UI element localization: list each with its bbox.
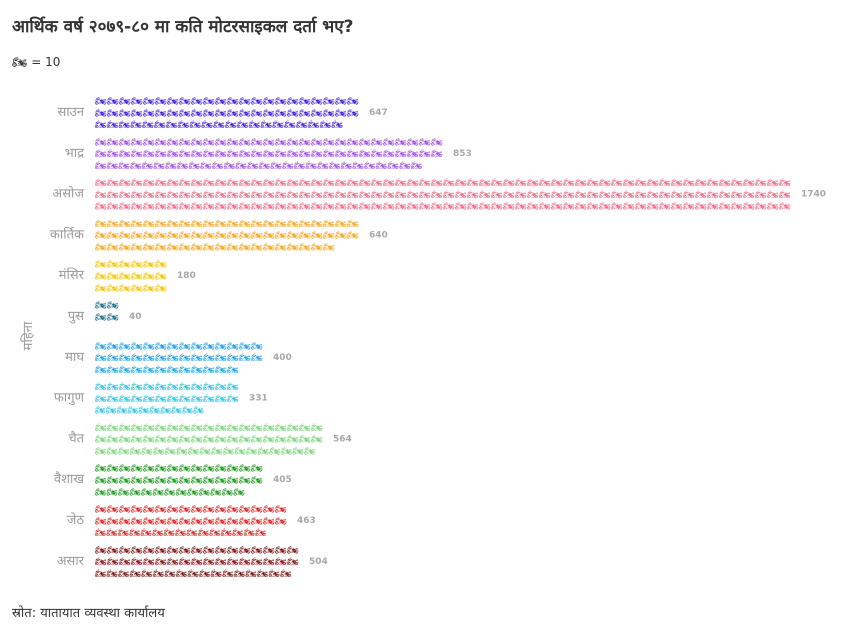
motorcycle-icon: 🏍 xyxy=(12,55,28,69)
icon-row: 🏍🏍🏍🏍🏍🏍🏍🏍🏍🏍🏍🏍🏍🏍🏍🏍🏍🏍🏍🏍🏍🏍 xyxy=(95,231,360,241)
icon-row: 🏍🏍🏍🏍🏍🏍🏍🏍🏍🏍🏍🏍🏍🏍🏍🏍 xyxy=(95,517,288,527)
icon-row: 🏍🏍🏍🏍🏍🏍🏍🏍🏍🏍🏍🏍 xyxy=(95,394,240,404)
icon-row: 🏍🏍🏍🏍🏍🏍🏍🏍🏍🏍🏍🏍 xyxy=(95,365,240,375)
value-label: 504 xyxy=(309,557,328,567)
icon-row: 🏍🏍🏍🏍🏍🏍🏍🏍🏍🏍🏍🏍🏍🏍 xyxy=(95,354,264,364)
icon-row: 🏍🏍🏍🏍🏍🏍🏍🏍🏍🏍🏍🏍🏍🏍 xyxy=(95,476,264,486)
icon-row: 🏍🏍🏍🏍🏍🏍 xyxy=(95,272,168,282)
bar-row: जेठ🏍🏍🏍🏍🏍🏍🏍🏍🏍🏍🏍🏍🏍🏍🏍🏍🏍🏍🏍🏍🏍🏍🏍🏍🏍🏍🏍🏍🏍🏍🏍🏍🏍🏍🏍🏍🏍… xyxy=(67,505,316,539)
bar-row: चैत 🏍🏍🏍🏍🏍🏍🏍🏍🏍🏍🏍🏍🏍🏍🏍🏍🏍🏍🏍 🏍🏍🏍🏍🏍🏍🏍🏍🏍🏍🏍🏍🏍🏍🏍🏍🏍🏍… xyxy=(68,423,351,457)
icon-row: 🏍🏍🏍🏍🏍🏍🏍🏍🏍🏍🏍🏍🏍🏍🏍🏍🏍🏍🏍🏍🏍🏍 xyxy=(95,219,360,229)
icon-row: 🏍🏍🏍🏍🏍🏍🏍🏍🏍🏍🏍🏍🏍🏍🏍🏍🏍🏍🏍🏍🏍 xyxy=(95,121,344,131)
value-label: 40 xyxy=(129,312,142,322)
icon-row: 🏍🏍🏍🏍🏍🏍🏍🏍🏍🏍🏍🏍🏍🏍🏍🏍🏍🏍🏍🏍🏍🏍🏍🏍🏍🏍🏍🏍🏍🏍🏍🏍🏍🏍🏍🏍🏍🏍🏍🏍… xyxy=(95,190,792,200)
chart-title: आर्थिक वर्ष २०७९-८० मा कति मोटरसाइकल दर्… xyxy=(12,17,354,37)
bar-row: वैशाख🏍🏍🏍🏍🏍🏍🏍🏍🏍🏍🏍🏍🏍🏍🏍🏍🏍🏍🏍🏍🏍🏍🏍🏍🏍🏍🏍🏍🏍🏍🏍🏍🏍🏍🏍… xyxy=(54,464,292,498)
value-label: 1740 xyxy=(801,190,826,200)
value-label: 564 xyxy=(333,434,352,444)
category-label: वैशाख xyxy=(54,471,84,487)
category-label: माघ xyxy=(65,350,84,365)
icon-row: 🏍🏍🏍🏍🏍🏍🏍🏍🏍🏍🏍🏍🏍🏍🏍🏍🏍 xyxy=(95,569,292,579)
icon-row: 🏍🏍🏍🏍🏍🏍🏍🏍🏍🏍🏍🏍🏍🏍🏍🏍🏍🏍🏍 xyxy=(95,435,324,445)
legend-text: = 10 xyxy=(31,55,61,69)
y-axis-label: महिना xyxy=(20,321,36,350)
category-label: कार्तिक xyxy=(50,226,85,242)
icon-row: 🏍🏍 xyxy=(95,313,120,323)
category-label: चैत xyxy=(68,430,84,446)
icon-row: 🏍🏍🏍🏍🏍🏍🏍🏍🏍🏍🏍🏍🏍🏍🏍🏍🏍 xyxy=(95,558,300,568)
value-label: 640 xyxy=(369,230,388,240)
icon-row: 🏍🏍🏍🏍🏍🏍🏍🏍🏍🏍🏍🏍🏍🏍 xyxy=(95,342,264,352)
category-label: पुस xyxy=(68,309,84,324)
category-label: साउन xyxy=(58,105,85,120)
category-label: मंसिर xyxy=(59,267,85,283)
icon-row: 🏍🏍 xyxy=(95,301,120,311)
icon-row: 🏍🏍🏍🏍🏍🏍🏍🏍🏍🏍🏍🏍🏍🏍🏍🏍🏍🏍🏍🏍🏍🏍 xyxy=(95,97,360,107)
value-label: 400 xyxy=(273,353,292,363)
icon-row: 🏍🏍🏍🏍🏍🏍🏍🏍🏍🏍🏍🏍🏍🏍🏍🏍🏍🏍🏍🏍🏍🏍🏍🏍🏍🏍🏍🏍🏍 xyxy=(95,150,444,160)
bar-row: असार🏍🏍🏍🏍🏍🏍🏍🏍🏍🏍🏍🏍🏍🏍🏍🏍🏍🏍🏍🏍🏍🏍🏍🏍🏍🏍🏍🏍🏍🏍🏍🏍🏍🏍🏍🏍… xyxy=(57,546,328,580)
value-label: 463 xyxy=(297,516,316,526)
icon-row: 🏍🏍🏍🏍🏍🏍🏍🏍🏍🏍🏍🏍🏍🏍🏍🏍🏍🏍🏍🏍🏍🏍🏍🏍🏍🏍🏍🏍🏍🏍🏍🏍🏍🏍🏍🏍🏍🏍🏍🏍… xyxy=(95,179,792,189)
bar-row: साउन🏍🏍🏍🏍🏍🏍🏍🏍🏍🏍🏍🏍🏍🏍🏍🏍🏍🏍🏍🏍🏍🏍🏍🏍🏍🏍🏍🏍🏍🏍🏍🏍🏍🏍🏍🏍… xyxy=(58,97,388,131)
bar-row: मंसिर 🏍🏍🏍🏍🏍🏍 🏍🏍🏍🏍🏍🏍 🏍🏍🏍🏍🏍🏍 180 xyxy=(59,260,196,294)
icon-row: 🏍🏍🏍🏍🏍🏍🏍🏍🏍🏍 xyxy=(95,406,205,416)
bar-row: फागुण🏍🏍🏍🏍🏍🏍🏍🏍🏍🏍🏍🏍🏍🏍🏍🏍🏍🏍🏍🏍🏍🏍🏍🏍🏍🏍🏍🏍🏍🏍🏍🏍🏍🏍3… xyxy=(54,383,268,417)
icon-row: 🏍🏍🏍🏍🏍🏍🏍🏍🏍🏍🏍🏍🏍🏍🏍🏍🏍🏍🏍🏍🏍🏍🏍🏍🏍🏍🏍🏍 xyxy=(95,161,423,171)
category-label: जेठ xyxy=(67,512,85,528)
category-label: भाद्र xyxy=(65,146,86,161)
legend: 🏍 = 10 xyxy=(12,55,60,69)
source-note: स्रोत: यातायात व्यवस्था कार्यालय xyxy=(12,606,165,621)
icon-row: 🏍🏍🏍🏍🏍🏍🏍🏍🏍🏍🏍🏍🏍🏍🏍🏍🏍🏍🏍 xyxy=(95,423,324,433)
bar-row: भाद्र🏍🏍🏍🏍🏍🏍🏍🏍🏍🏍🏍🏍🏍🏍🏍🏍🏍🏍🏍🏍🏍🏍🏍🏍🏍🏍🏍🏍🏍🏍🏍🏍🏍🏍🏍… xyxy=(65,138,472,172)
category-label: असोज xyxy=(52,186,84,202)
icon-row: 🏍🏍🏍🏍🏍🏍🏍🏍🏍🏍🏍🏍🏍🏍🏍🏍🏍🏍🏍🏍 xyxy=(95,243,336,253)
bar-row: पुस 🏍🏍 🏍🏍 40 xyxy=(68,301,142,324)
value-label: 853 xyxy=(453,149,472,159)
icon-row: 🏍🏍🏍🏍🏍🏍🏍🏍🏍🏍🏍🏍🏍🏍🏍🏍🏍🏍🏍🏍🏍🏍 xyxy=(95,109,360,119)
category-label: असार xyxy=(57,554,85,569)
bar-row: माघ🏍🏍🏍🏍🏍🏍🏍🏍🏍🏍🏍🏍🏍🏍🏍🏍🏍🏍🏍🏍🏍🏍🏍🏍🏍🏍🏍🏍🏍🏍🏍🏍🏍🏍🏍🏍🏍… xyxy=(65,342,292,376)
icon-row: 🏍🏍🏍🏍🏍🏍🏍🏍🏍🏍🏍🏍🏍🏍🏍🏍🏍🏍🏍🏍🏍🏍🏍🏍🏍🏍🏍🏍🏍🏍🏍🏍🏍🏍🏍🏍🏍🏍🏍🏍… xyxy=(95,202,792,212)
icon-row: 🏍🏍🏍🏍🏍🏍 xyxy=(95,260,168,270)
value-label: 405 xyxy=(273,475,292,485)
icon-row: 🏍🏍🏍🏍🏍🏍🏍🏍🏍🏍🏍🏍 xyxy=(95,383,240,393)
bar-row: कार्तिक🏍🏍🏍🏍🏍🏍🏍🏍🏍🏍🏍🏍🏍🏍🏍🏍🏍🏍🏍🏍🏍🏍🏍🏍🏍🏍🏍🏍🏍🏍🏍🏍🏍… xyxy=(50,219,388,253)
value-label: 331 xyxy=(249,394,268,404)
icon-row: 🏍🏍🏍🏍🏍🏍🏍🏍🏍🏍🏍🏍🏍🏍🏍🏍🏍🏍🏍🏍🏍🏍🏍🏍🏍🏍🏍🏍🏍 xyxy=(95,138,444,148)
value-label: 180 xyxy=(177,271,196,281)
icon-row: 🏍🏍🏍🏍🏍🏍🏍🏍🏍🏍🏍🏍🏍🏍 xyxy=(95,464,264,474)
value-label: 647 xyxy=(369,108,388,118)
bar-row: असोज 🏍🏍🏍🏍🏍🏍🏍🏍🏍🏍🏍🏍🏍🏍🏍🏍🏍🏍🏍🏍🏍🏍🏍🏍🏍🏍🏍🏍🏍🏍🏍🏍🏍🏍🏍🏍… xyxy=(52,179,826,213)
category-label: फागुण xyxy=(54,391,85,406)
icon-row: 🏍🏍🏍🏍🏍🏍🏍🏍🏍🏍🏍🏍🏍🏍🏍🏍🏍 xyxy=(95,546,300,556)
icon-row: 🏍🏍🏍🏍🏍🏍 xyxy=(95,284,168,294)
icon-row: 🏍🏍🏍🏍🏍🏍🏍🏍🏍🏍🏍🏍🏍🏍🏍 xyxy=(95,529,267,539)
icon-row: 🏍🏍🏍🏍🏍🏍🏍🏍🏍🏍🏍🏍🏍 xyxy=(95,488,246,498)
icon-row: 🏍🏍🏍🏍🏍🏍🏍🏍🏍🏍🏍🏍🏍🏍🏍🏍 xyxy=(95,505,288,515)
icon-row: 🏍🏍🏍🏍🏍🏍🏍🏍🏍🏍🏍🏍🏍🏍🏍🏍🏍🏍🏍 xyxy=(95,447,316,457)
